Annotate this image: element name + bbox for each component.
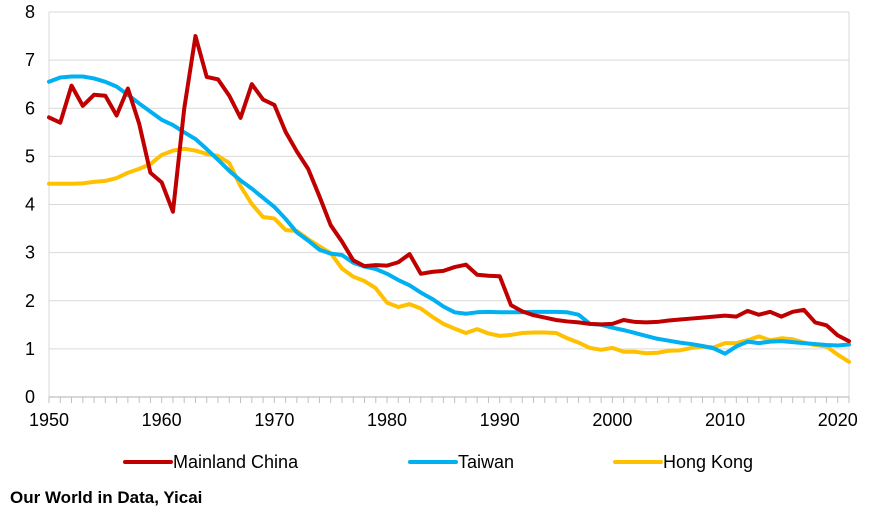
series-line-taiwan [47, 74, 851, 356]
chart: 0 1 2 3 4 5 6 7 8 1950 1960 1970 1980 1990 2000 2010 202… [25, 2, 858, 472]
y-tick-label: 4 [25, 195, 35, 215]
source-note: Our World in Data, Yicai [10, 488, 203, 507]
legend-label: Mainland China [173, 452, 299, 472]
legend-label: Taiwan [458, 452, 514, 472]
y-tick-label: 0 [25, 387, 35, 407]
y-tick-label: 2 [25, 291, 35, 311]
series-lines [47, 34, 851, 364]
axes: 0 1 2 3 4 5 6 7 8 1950 1960 1970 1980 1990 2000 2010 202… [25, 2, 858, 430]
y-tick-label: 5 [25, 146, 35, 166]
legend: Mainland China Taiwan Hong Kong [123, 452, 753, 472]
x-tick-label: 1970 [254, 410, 294, 430]
y-tick-label: 1 [25, 339, 35, 359]
x-tick-label: 2010 [705, 410, 745, 430]
x-tick-label: 2020 [818, 410, 858, 430]
series-line-hong-kong [47, 146, 851, 364]
legend-label: Hong Kong [663, 452, 753, 472]
y-tick-label: 8 [25, 2, 35, 22]
y-tick-label: 7 [25, 50, 35, 70]
x-tick-label: 2000 [592, 410, 632, 430]
y-tick-label: 6 [25, 98, 35, 118]
x-tick-label: 1960 [142, 410, 182, 430]
y-tick-label: 3 [25, 243, 35, 263]
series-line-mainland-china [47, 34, 851, 344]
x-tick-label: 1980 [367, 410, 407, 430]
x-tick-label: 1990 [480, 410, 520, 430]
x-tick-label: 1950 [29, 410, 69, 430]
